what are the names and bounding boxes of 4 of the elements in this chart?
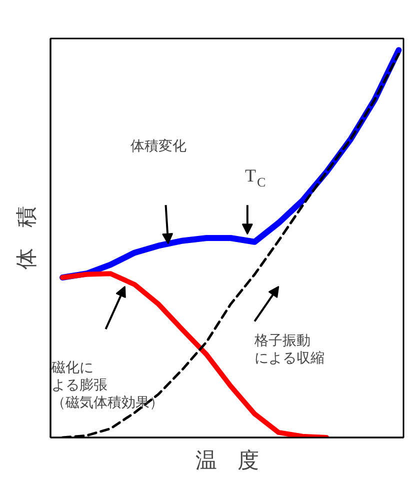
- annotation: 格子振動による収縮: [254, 332, 325, 367]
- x-axis-title: 温 度: [196, 448, 258, 474]
- annotation: 体積変化: [130, 138, 187, 155]
- y-axis-title: 体 積: [14, 206, 40, 270]
